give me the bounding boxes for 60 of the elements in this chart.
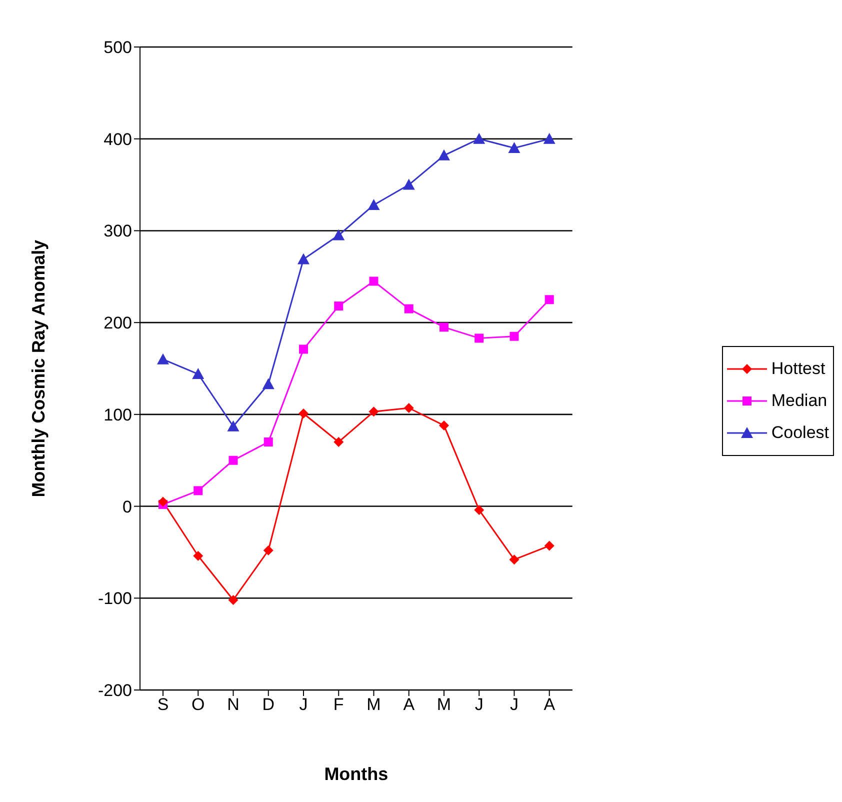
- legend-label: Coolest: [771, 423, 829, 443]
- x-axis-title: Months: [324, 764, 388, 784]
- point: [402, 178, 415, 190]
- point: [298, 344, 308, 354]
- point: [227, 420, 240, 432]
- point: [262, 378, 274, 390]
- y-tick-label: 100: [104, 405, 132, 424]
- x-tick-label: A: [544, 695, 556, 714]
- point: [264, 437, 273, 446]
- point: [228, 594, 238, 605]
- point: [509, 554, 520, 565]
- x-tick-label: D: [262, 695, 275, 714]
- point: [369, 276, 378, 286]
- x-tick-label: S: [157, 695, 169, 714]
- y-tick-label: -200: [98, 681, 132, 700]
- point: [297, 253, 310, 264]
- x-tick-label: J: [510, 695, 518, 714]
- point: [544, 540, 554, 551]
- point: [157, 353, 169, 364]
- point: [228, 456, 238, 465]
- point: [543, 132, 556, 144]
- x-tick-label: M: [366, 695, 381, 714]
- x-tick-label: M: [436, 695, 452, 714]
- x-tick-label: J: [299, 695, 308, 714]
- point: [474, 334, 484, 343]
- point: [474, 504, 484, 515]
- point: [263, 545, 274, 556]
- point: [438, 420, 449, 430]
- x-tick-label: F: [333, 695, 344, 714]
- y-tick-label: 300: [104, 222, 132, 241]
- point: [544, 295, 554, 304]
- legend-label: Median: [771, 391, 828, 411]
- point: [192, 368, 204, 380]
- point: [332, 229, 345, 240]
- point: [438, 149, 450, 160]
- point: [368, 198, 380, 210]
- legend-label: Hottest: [771, 359, 826, 379]
- point: [368, 406, 379, 417]
- point: [193, 550, 204, 561]
- point: [439, 322, 448, 332]
- y-tick-label: 400: [104, 130, 132, 149]
- y-tick-label: 500: [104, 38, 132, 58]
- x-tick-label: N: [227, 695, 240, 714]
- point: [404, 304, 414, 314]
- point: [404, 403, 414, 413]
- point: [334, 436, 344, 447]
- x-tick-label: A: [403, 695, 416, 714]
- point: [158, 496, 168, 507]
- x-tick-label: O: [192, 695, 205, 714]
- point: [334, 302, 344, 311]
- y-axis-title: Monthly Cosmic Ray Anomaly: [28, 240, 48, 498]
- point: [194, 486, 203, 496]
- y-tick-label: 0: [122, 497, 132, 516]
- y-tick-label: 200: [104, 314, 132, 333]
- point: [473, 132, 486, 144]
- y-tick-label: -100: [98, 589, 132, 608]
- point: [298, 408, 308, 419]
- point: [510, 332, 519, 341]
- point: [508, 142, 520, 154]
- x-tick-label: J: [474, 695, 484, 714]
